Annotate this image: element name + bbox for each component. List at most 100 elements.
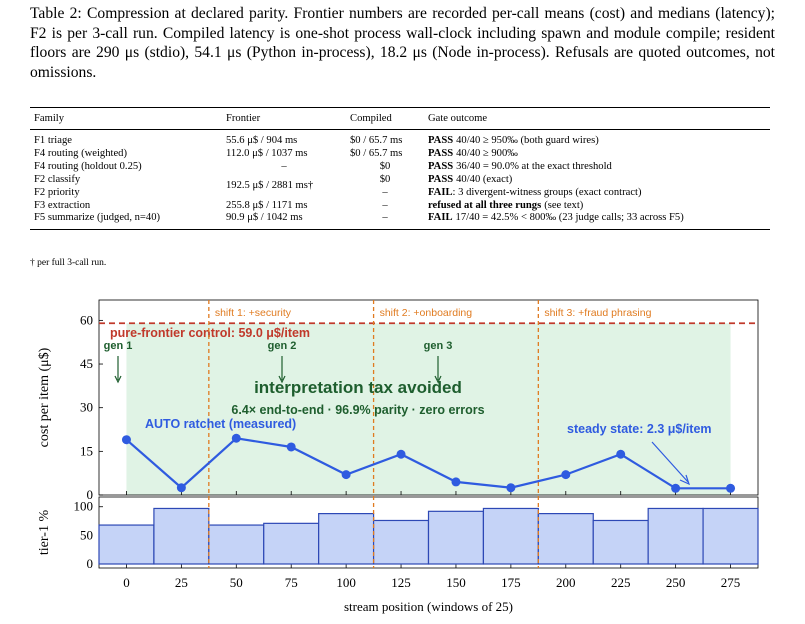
table-row: F2 classify 192.5 μ$ / 2881 ms† $0 PASS 40/4… bbox=[30, 173, 770, 191]
bar bbox=[153, 507, 210, 565]
gate-detail: 40/40 ≥ 900‰ bbox=[456, 147, 518, 159]
gen-arrowhead bbox=[434, 375, 442, 384]
x-tick-label: 275 bbox=[721, 575, 741, 590]
x-tick-label: 125 bbox=[391, 575, 411, 590]
shift-label: shift 1: +security bbox=[215, 307, 292, 319]
gate-status: FAIL bbox=[428, 186, 453, 198]
table-cell: 55.6 μ$ / 904 ms bbox=[226, 135, 298, 146]
data-point bbox=[451, 477, 461, 487]
bar bbox=[427, 510, 485, 565]
steady-arrowhead bbox=[679, 474, 690, 486]
table-cell: F2 priority bbox=[34, 186, 80, 198]
data-point bbox=[616, 449, 626, 459]
gen-arrowhead bbox=[114, 375, 122, 384]
gate-status: PASS bbox=[428, 160, 454, 172]
table-footnote: † per full 3-call run. bbox=[30, 258, 107, 268]
table-cell: $0 bbox=[379, 160, 391, 172]
data-point bbox=[671, 483, 681, 493]
bar bbox=[702, 507, 759, 565]
y-axis-label: tier-1 % bbox=[37, 510, 52, 556]
table-cell: 90.9 μ$ / 1042 ms bbox=[226, 212, 303, 224]
data-point bbox=[561, 470, 571, 480]
table-cell: 112.0 μ$ / 1037 ms bbox=[226, 147, 308, 159]
gate-cell: PASS 36/40 = 90.0% at the exact threshold bbox=[424, 161, 770, 174]
x-tick-label: 50 bbox=[230, 575, 243, 590]
table-row: F4 routing (weighted) 112.0 μ$ / 1037 ms $… bbox=[30, 148, 770, 161]
gen-arrowhead bbox=[278, 375, 286, 384]
steady-label: steady state: 2.3 μ$/item bbox=[567, 422, 712, 436]
gate-cell: FAIL 17/40 = 42.5% < 800‰ (23 judge calls… bbox=[424, 212, 770, 229]
shift-label: shift 3: +fraud phrasing bbox=[544, 307, 651, 319]
x-tick-label: 0 bbox=[123, 575, 130, 590]
y-tick-label: 50 bbox=[80, 527, 93, 542]
table-cell: F1 triage bbox=[34, 135, 72, 146]
gate-cell: PASS 40/40 ≥ 900‰ bbox=[424, 148, 770, 161]
x-tick-label: 150 bbox=[446, 575, 466, 590]
table-cell: $0 bbox=[379, 173, 391, 185]
gate-status: PASS bbox=[428, 135, 454, 146]
x-tick-label: 225 bbox=[611, 575, 631, 590]
y-tick-label: 60 bbox=[80, 312, 93, 327]
steady-arrow bbox=[651, 441, 689, 483]
bar bbox=[482, 507, 539, 565]
top-frame bbox=[98, 299, 759, 496]
data-point bbox=[726, 483, 736, 493]
subline: 6.4× end-to-end · 96.9% parity · zero er… bbox=[231, 403, 484, 417]
table-row: F1 triage 55.6 μ$ / 904 ms $0 / 65.7 ms PAS… bbox=[30, 130, 770, 148]
bar bbox=[372, 519, 430, 565]
y-tick-label: 30 bbox=[80, 400, 93, 415]
gate-detail: (see text) bbox=[544, 199, 584, 211]
gate-cell: FAIL: 3 divergent-witness groups (exact … bbox=[424, 187, 770, 200]
table-cell: $0 / 65.7 ms bbox=[350, 147, 403, 159]
table-cell: $0 / 65.7 ms bbox=[350, 135, 403, 146]
gate-cell: refused at all three rungs (see text) bbox=[424, 200, 770, 213]
x-tick-label: 100 bbox=[336, 575, 356, 590]
tax-region bbox=[126, 323, 731, 495]
table-cell: F4 routing (weighted) bbox=[34, 147, 127, 159]
x-axis-label: stream position (windows of 25) bbox=[344, 599, 513, 614]
series-line bbox=[125, 437, 731, 490]
bar bbox=[318, 513, 375, 565]
table-cell: F4 routing (holdout 0.25) bbox=[34, 160, 142, 172]
x-tick-label: 250 bbox=[666, 575, 686, 590]
gate-detail: 17/40 = 42.5% < 800‰ (23 judge calls; 33… bbox=[455, 212, 684, 224]
table-cell: – bbox=[382, 186, 388, 198]
table-cell: – bbox=[281, 160, 287, 172]
table-cell: 192.5 μ$ / 2881 ms† bbox=[226, 180, 314, 192]
gate-detail: : 3 divergent-witness groups (exact cont… bbox=[452, 186, 642, 198]
gen-marker: gen 2 bbox=[268, 340, 297, 352]
bar bbox=[592, 519, 649, 565]
table-caption: Table 2: Compression at declared parity.… bbox=[30, 5, 775, 81]
x-tick-label: 200 bbox=[556, 575, 576, 590]
gen-marker: gen 3 bbox=[424, 340, 453, 352]
column-header: Compiled bbox=[346, 107, 424, 130]
table-cell: F5 summarize (judged, n=40) bbox=[34, 212, 161, 224]
data-point bbox=[231, 433, 241, 443]
column-header: Frontier bbox=[222, 107, 346, 130]
x-tick-label: 25 bbox=[175, 575, 188, 590]
table-cell: F2 classify bbox=[34, 173, 81, 185]
table-cell: – bbox=[382, 199, 388, 211]
column-header: Gate outcome bbox=[424, 107, 770, 130]
table-cell: – bbox=[382, 212, 388, 224]
gate-status: FAIL bbox=[428, 212, 453, 224]
data-point bbox=[286, 442, 296, 452]
table-cell: F3 extraction bbox=[34, 199, 91, 211]
bar bbox=[537, 513, 594, 565]
series-label: AUTO ratchet (measured) bbox=[145, 417, 296, 431]
data-point bbox=[176, 483, 186, 493]
data-point bbox=[506, 483, 516, 493]
shift-label: shift 2: +onboarding bbox=[380, 307, 473, 319]
gate-detail: 36/40 = 90.0% at the exact threshold bbox=[456, 160, 612, 172]
y-tick-label: 0 bbox=[87, 556, 94, 571]
y-tick-label: 45 bbox=[80, 356, 93, 371]
header-row: Family Frontier Compiled Gate outcome bbox=[30, 107, 770, 130]
gate-status: PASS bbox=[428, 147, 454, 159]
gate-cell: PASS 40/40 ≥ 950‰ (both guard wires) bbox=[424, 130, 770, 148]
y-tick-label: 15 bbox=[80, 443, 93, 458]
column-header: Family bbox=[30, 107, 222, 130]
bar bbox=[263, 522, 320, 565]
y-axis-label: cost per item (μ$) bbox=[37, 347, 52, 447]
